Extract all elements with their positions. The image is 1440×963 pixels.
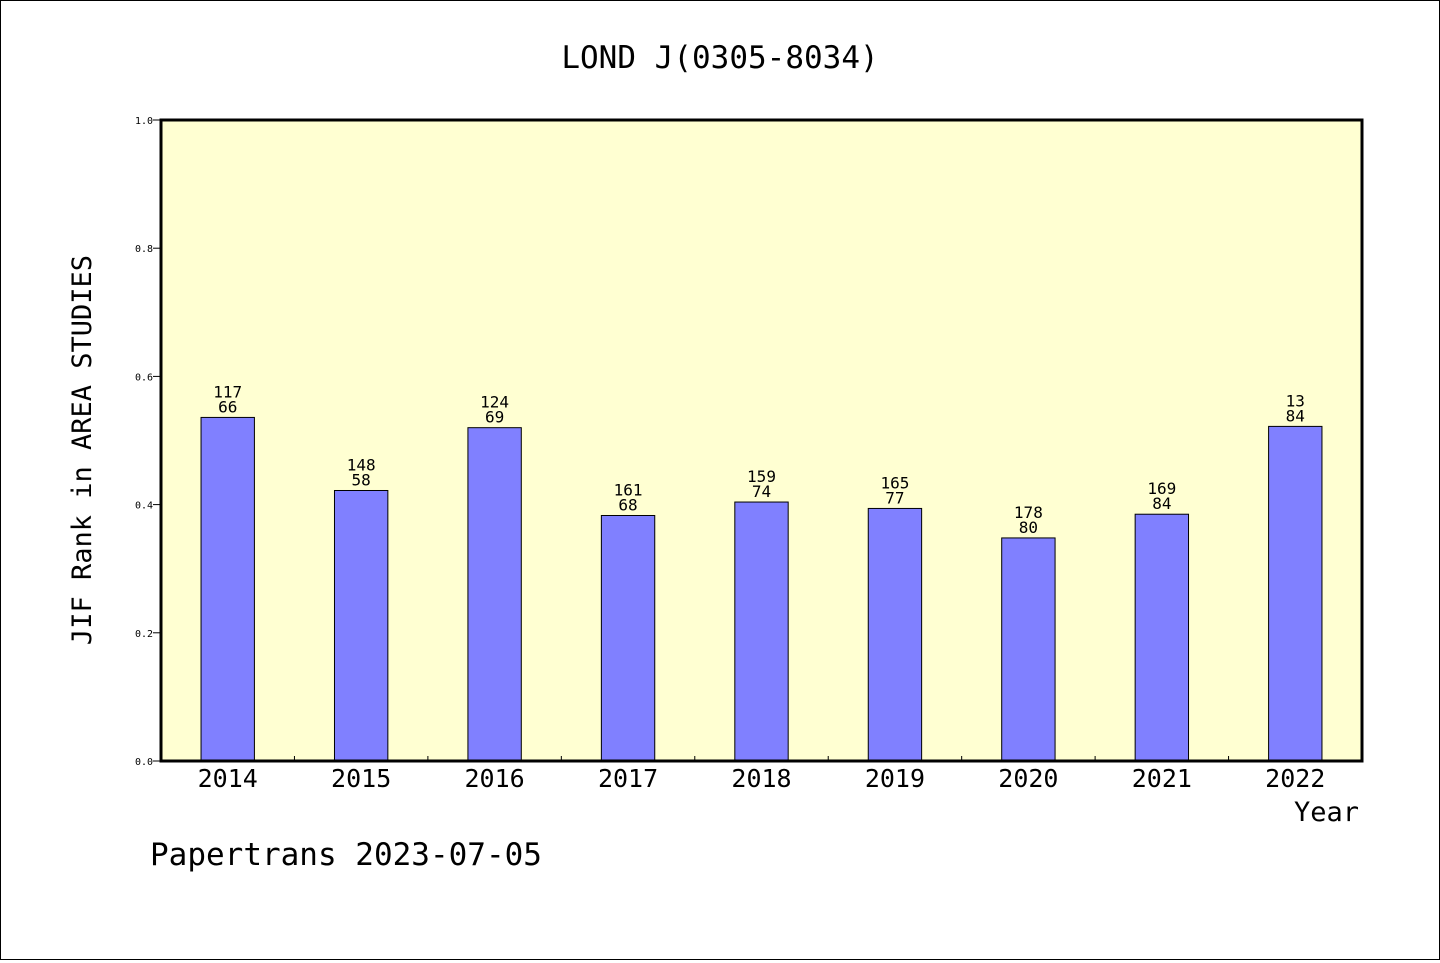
y-tick-label: 0.2 (135, 629, 153, 640)
x-tick-label: 2019 (865, 764, 925, 793)
bar (600, 514, 656, 762)
x-tick-label: 2022 (1265, 764, 1325, 793)
data-label-rank: 58 (352, 470, 371, 489)
y-axis-label: JIF Rank in AREA STUDIES (67, 255, 98, 645)
y-tick-label: 1.0 (135, 116, 153, 127)
bar (734, 501, 789, 762)
x-tick-label: 2015 (331, 764, 391, 793)
y-tick-label: 0.4 (135, 501, 153, 512)
y-tick-label: 0.8 (135, 244, 153, 255)
bar (1134, 513, 1190, 762)
plot-border (159, 118, 1364, 763)
data-label-rank: 84 (1286, 406, 1305, 425)
data-label-rank: 69 (485, 408, 504, 427)
data-label-total: 159 (747, 467, 776, 486)
data-label-rank: 66 (218, 397, 237, 416)
y-tick-label: 0.6 (135, 372, 153, 383)
x-tick-label: 2021 (1132, 764, 1192, 793)
x-tick-label: 2014 (198, 764, 258, 793)
x-axis-label: Year (1294, 797, 1359, 828)
bar (467, 427, 522, 762)
x-tick-label: 2018 (731, 764, 791, 793)
data-label-rank: 84 (1152, 494, 1171, 513)
bar (867, 507, 923, 762)
x-tick-label: 2020 (998, 764, 1058, 793)
data-label-rank: 77 (885, 488, 904, 507)
data-label-total: 124 (480, 393, 509, 412)
chart-title: LOND J(0305-8034) (561, 40, 878, 76)
data-label-rank: 68 (618, 495, 637, 514)
footer-text: Papertrans 2023-07-05 (150, 837, 542, 873)
bar (1001, 537, 1056, 762)
x-tick-label: 2017 (598, 764, 658, 793)
bar (200, 416, 255, 762)
x-tick-label: 2016 (465, 764, 525, 793)
data-label-total: 169 (1147, 479, 1176, 498)
y-tick-label: 0.0 (135, 757, 153, 768)
x-axis: 2014 2015 2016 2017 2018 2019 2020 2021 2022 (198, 756, 1325, 793)
data-label-total: 148 (347, 455, 376, 474)
bar (333, 489, 389, 762)
data-label-total: 13 (1286, 391, 1305, 410)
data-label-rank: 80 (1019, 518, 1038, 537)
data-label-total: 178 (1014, 503, 1043, 522)
data-label-total: 117 (213, 382, 242, 401)
bar (1268, 425, 1323, 762)
data-label-total: 161 (614, 480, 643, 499)
data-label-rank: 74 (752, 482, 771, 501)
data-label-total: 165 (880, 473, 909, 492)
bars-group (200, 416, 1323, 762)
y-axis: 0.0 0.2 0.4 0.6 0.8 1.0 (135, 116, 161, 768)
